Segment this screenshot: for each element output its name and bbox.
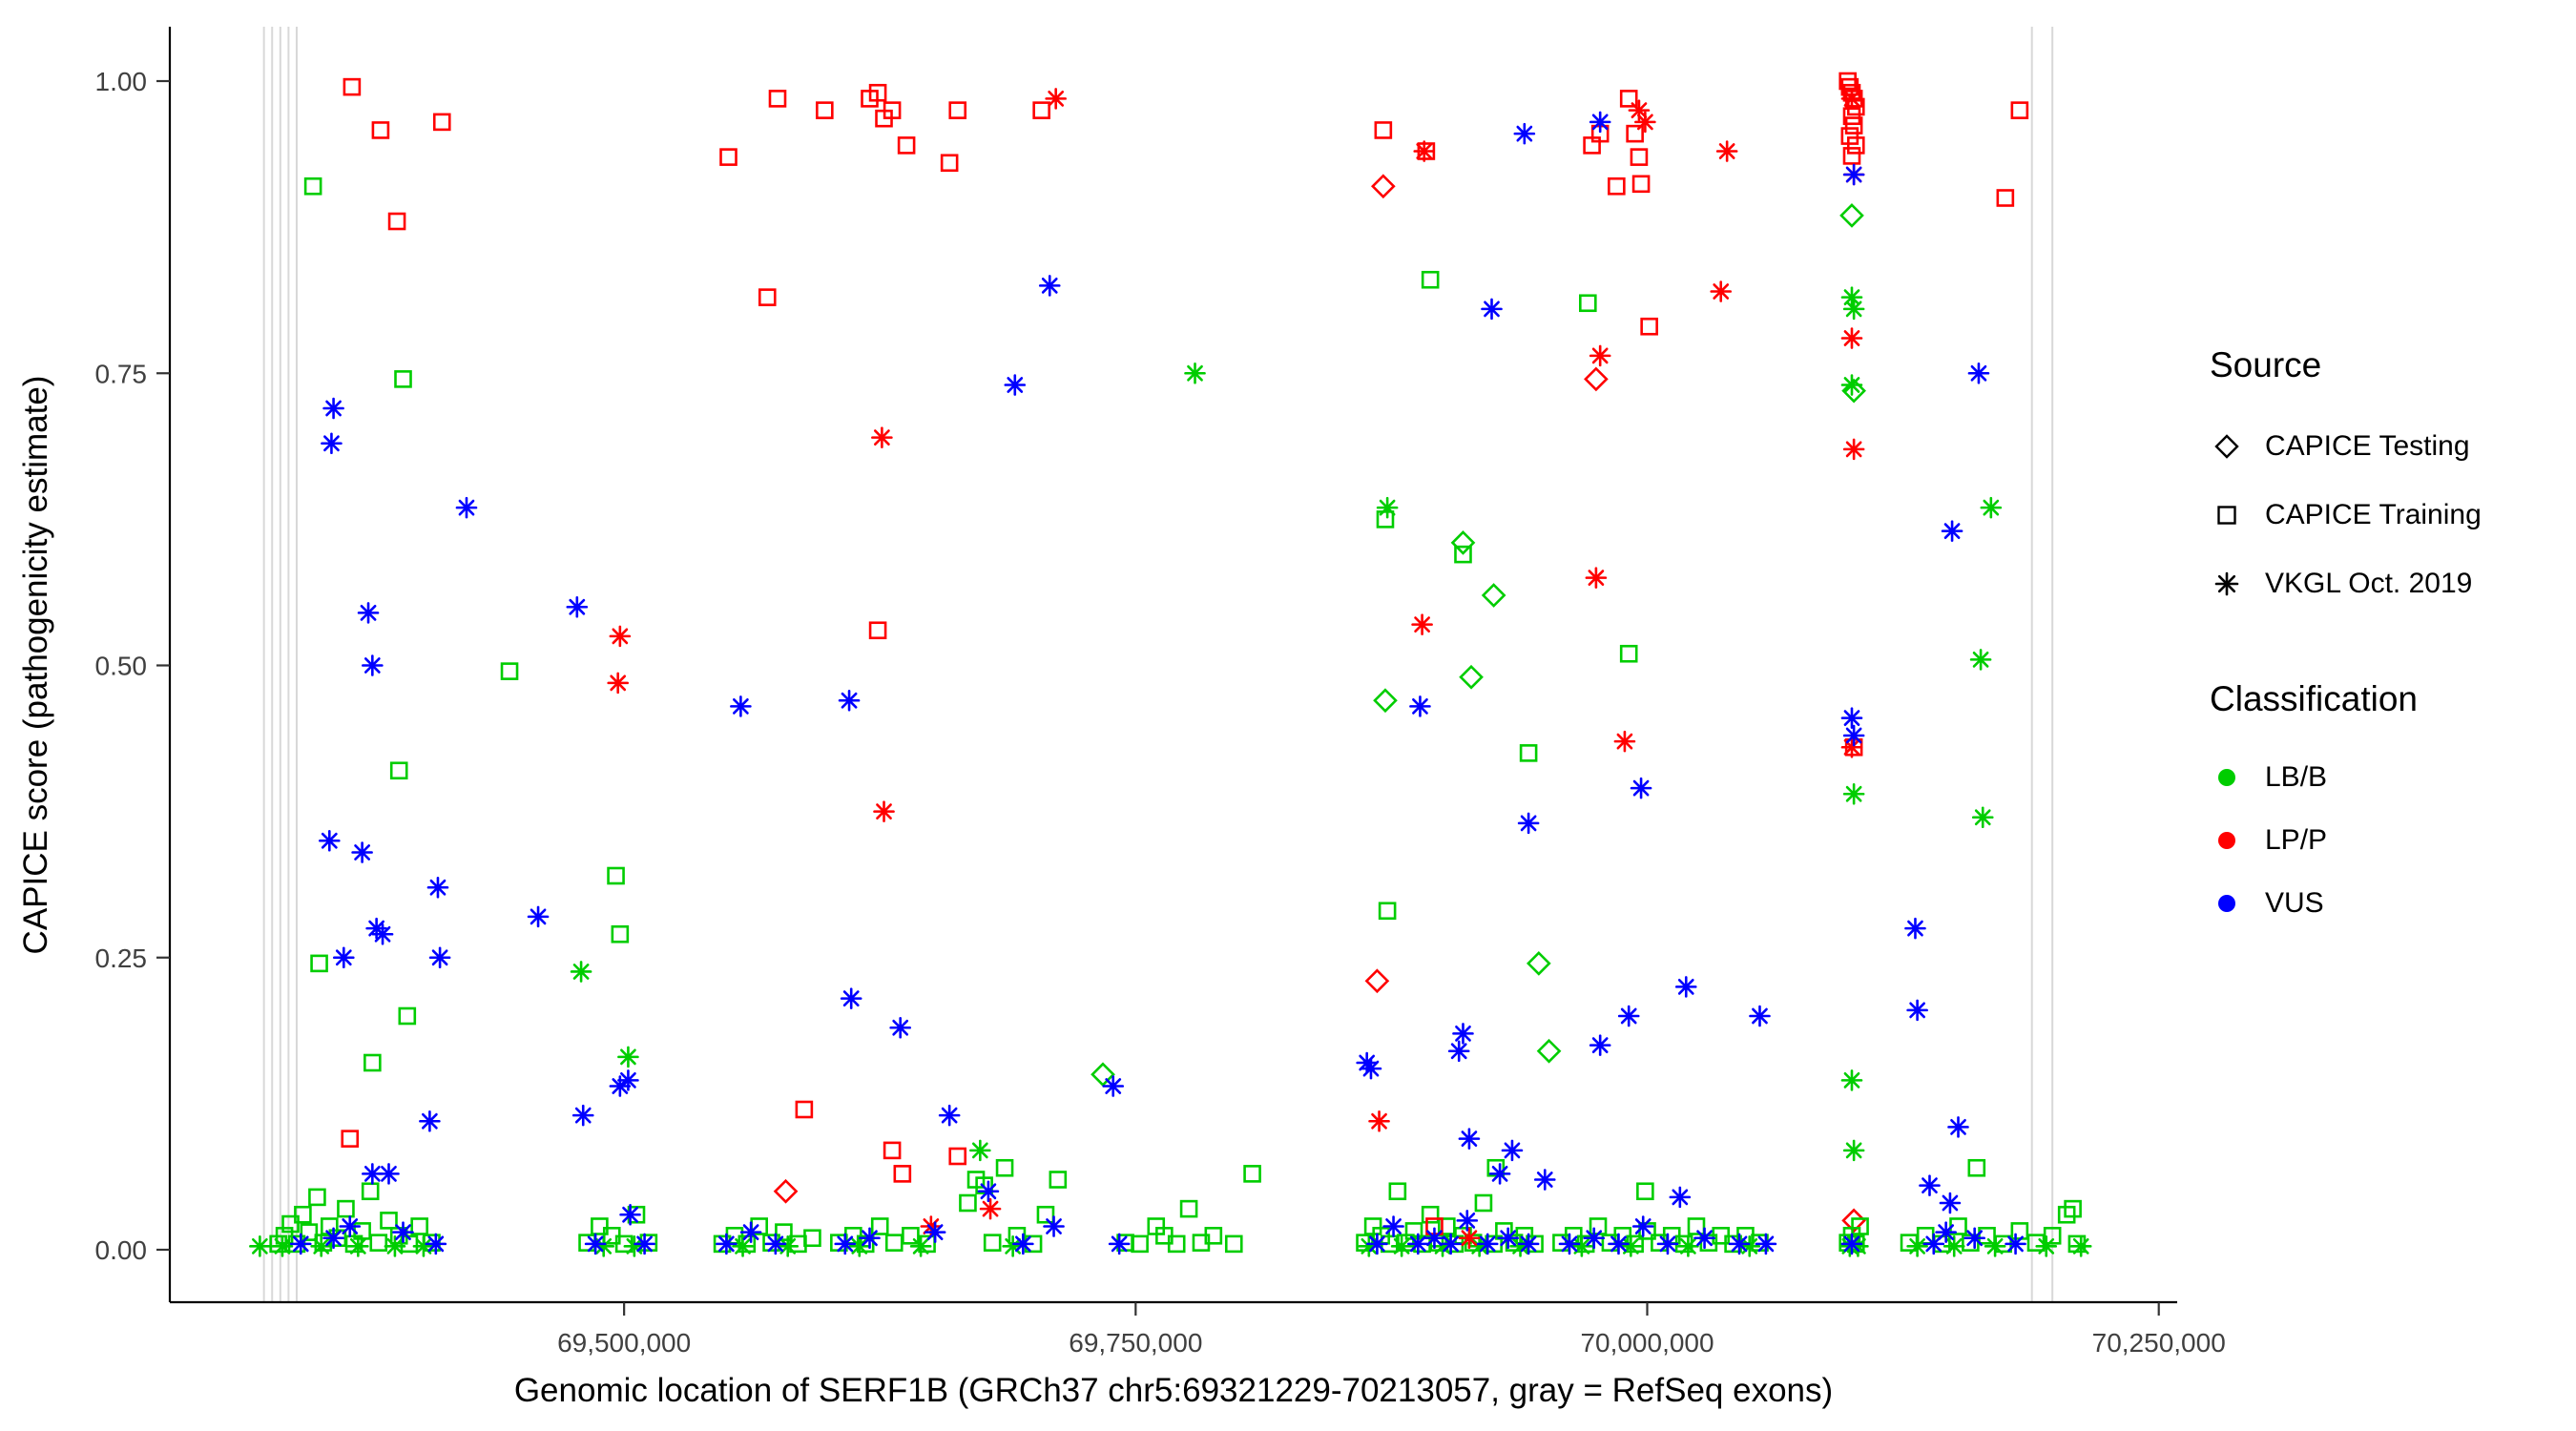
svg-text:70,000,000: 70,000,000 xyxy=(1580,1328,1714,1358)
svg-text:0.50: 0.50 xyxy=(95,652,148,681)
legend-item-vus: VUS xyxy=(2210,872,2576,935)
x-axis-title: Genomic location of SERF1B (GRCh37 chr5:… xyxy=(513,1372,1834,1409)
refseq-exon-lines xyxy=(262,27,2054,1302)
legend-item-label: LP/P xyxy=(2265,824,2328,856)
svg-text:69,750,000: 69,750,000 xyxy=(1069,1328,1202,1358)
square-icon xyxy=(2217,506,2236,525)
data-points xyxy=(249,72,2092,1257)
blue-dot-icon xyxy=(2218,895,2235,912)
legend-item-label: LB/B xyxy=(2265,761,2328,793)
legend-item-capice-training: CAPICE Training xyxy=(2210,481,2576,550)
legend: Source CAPICE Testing CAPICE Training xyxy=(2210,345,2576,935)
svg-text:70,250,000: 70,250,000 xyxy=(2092,1328,2226,1358)
asterisk-icon xyxy=(2214,571,2239,596)
legend-classification-title: Classification xyxy=(2210,679,2418,718)
y-axis-title: CAPICE score (pathogenicity estimate) xyxy=(17,375,54,955)
legend-item-capice-testing: CAPICE Testing xyxy=(2210,412,2576,481)
legend-item-label: VKGL Oct. 2019 xyxy=(2265,568,2473,599)
legend-item-label: CAPICE Training xyxy=(2265,499,2482,530)
legend-source-title: Source xyxy=(2210,345,2322,384)
diamond-icon xyxy=(2214,434,2239,459)
svg-text:0.75: 0.75 xyxy=(95,359,148,388)
green-dot-icon xyxy=(2218,769,2235,786)
svg-text:0.25: 0.25 xyxy=(95,944,148,973)
legend-item-lbb: LB/B xyxy=(2210,746,2576,809)
legend-classification-group: Classification LB/B LP/P VUS xyxy=(2210,679,2576,935)
tick-marks-and-labels: 69,500,000 69,750,000 70,000,000 70,250,000… xyxy=(95,67,2226,1358)
legend-item-label: VUS xyxy=(2265,887,2324,919)
legend-item-label: CAPICE Testing xyxy=(2265,430,2470,462)
legend-item-vkgl: VKGL Oct. 2019 xyxy=(2210,550,2576,618)
svg-text:69,500,000: 69,500,000 xyxy=(557,1328,691,1358)
legend-source-group: Source CAPICE Testing CAPICE Training xyxy=(2210,345,2576,618)
axes xyxy=(168,27,2177,1304)
svg-text:1.00: 1.00 xyxy=(95,67,148,96)
svg-text:0.00: 0.00 xyxy=(95,1235,148,1265)
red-dot-icon xyxy=(2218,832,2235,849)
legend-item-lpp: LP/P xyxy=(2210,809,2576,872)
